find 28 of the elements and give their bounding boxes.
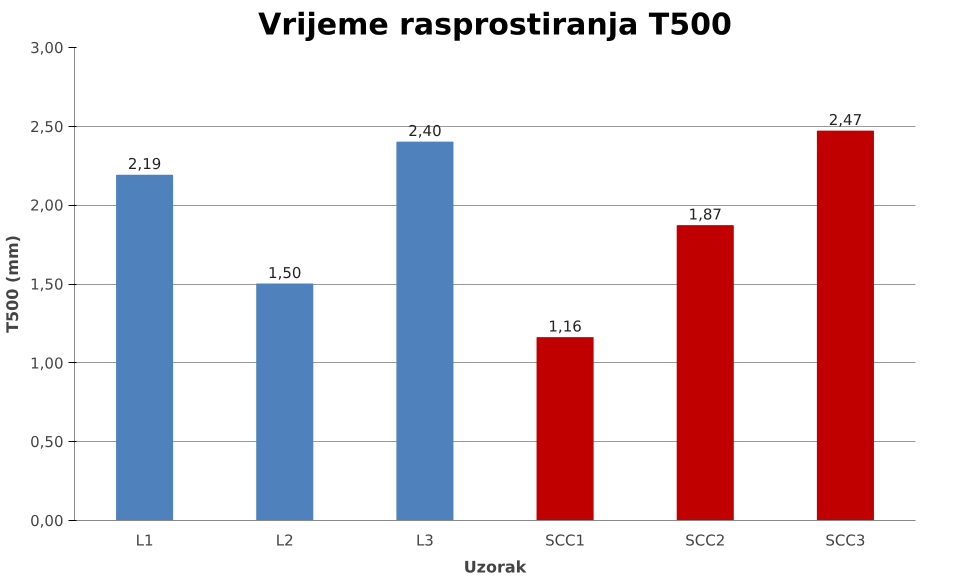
x-tick-label: L1 (136, 532, 154, 550)
data-label: 2,40 (408, 122, 442, 140)
data-label: 2,47 (828, 111, 862, 130)
y-tick-label: 0,00 (30, 512, 64, 530)
x-tick-label: SCC1 (545, 532, 586, 550)
data-label: 1,50 (268, 264, 302, 282)
bar (536, 337, 594, 520)
data-label: 2,19 (128, 155, 162, 174)
x-tick-label: SCC3 (825, 532, 866, 550)
y-axis-title: T500 (mm) (3, 235, 22, 333)
bar (396, 142, 454, 520)
x-tick-label: SCC2 (685, 532, 726, 550)
bar (256, 284, 314, 520)
y-tick-label: 3,00 (30, 39, 64, 57)
data-label: 1,16 (548, 318, 582, 336)
y-tick-label: 1,50 (30, 276, 64, 294)
bar (816, 130, 874, 520)
data-label: 1,87 (688, 206, 722, 224)
y-tick-label: 2,00 (30, 196, 64, 215)
x-tick-label: L2 (276, 532, 294, 550)
y-tick-label: 1,00 (30, 354, 64, 372)
x-tick-label: L3 (416, 532, 434, 550)
y-tick-label: 0,50 (30, 433, 64, 452)
chart-title: Vrijeme rasprostiranja T500 (258, 8, 732, 42)
bar (676, 225, 734, 520)
x-axis-title: Uzorak (464, 558, 527, 576)
y-tick-label: 2,50 (30, 118, 64, 136)
bar (116, 174, 174, 520)
